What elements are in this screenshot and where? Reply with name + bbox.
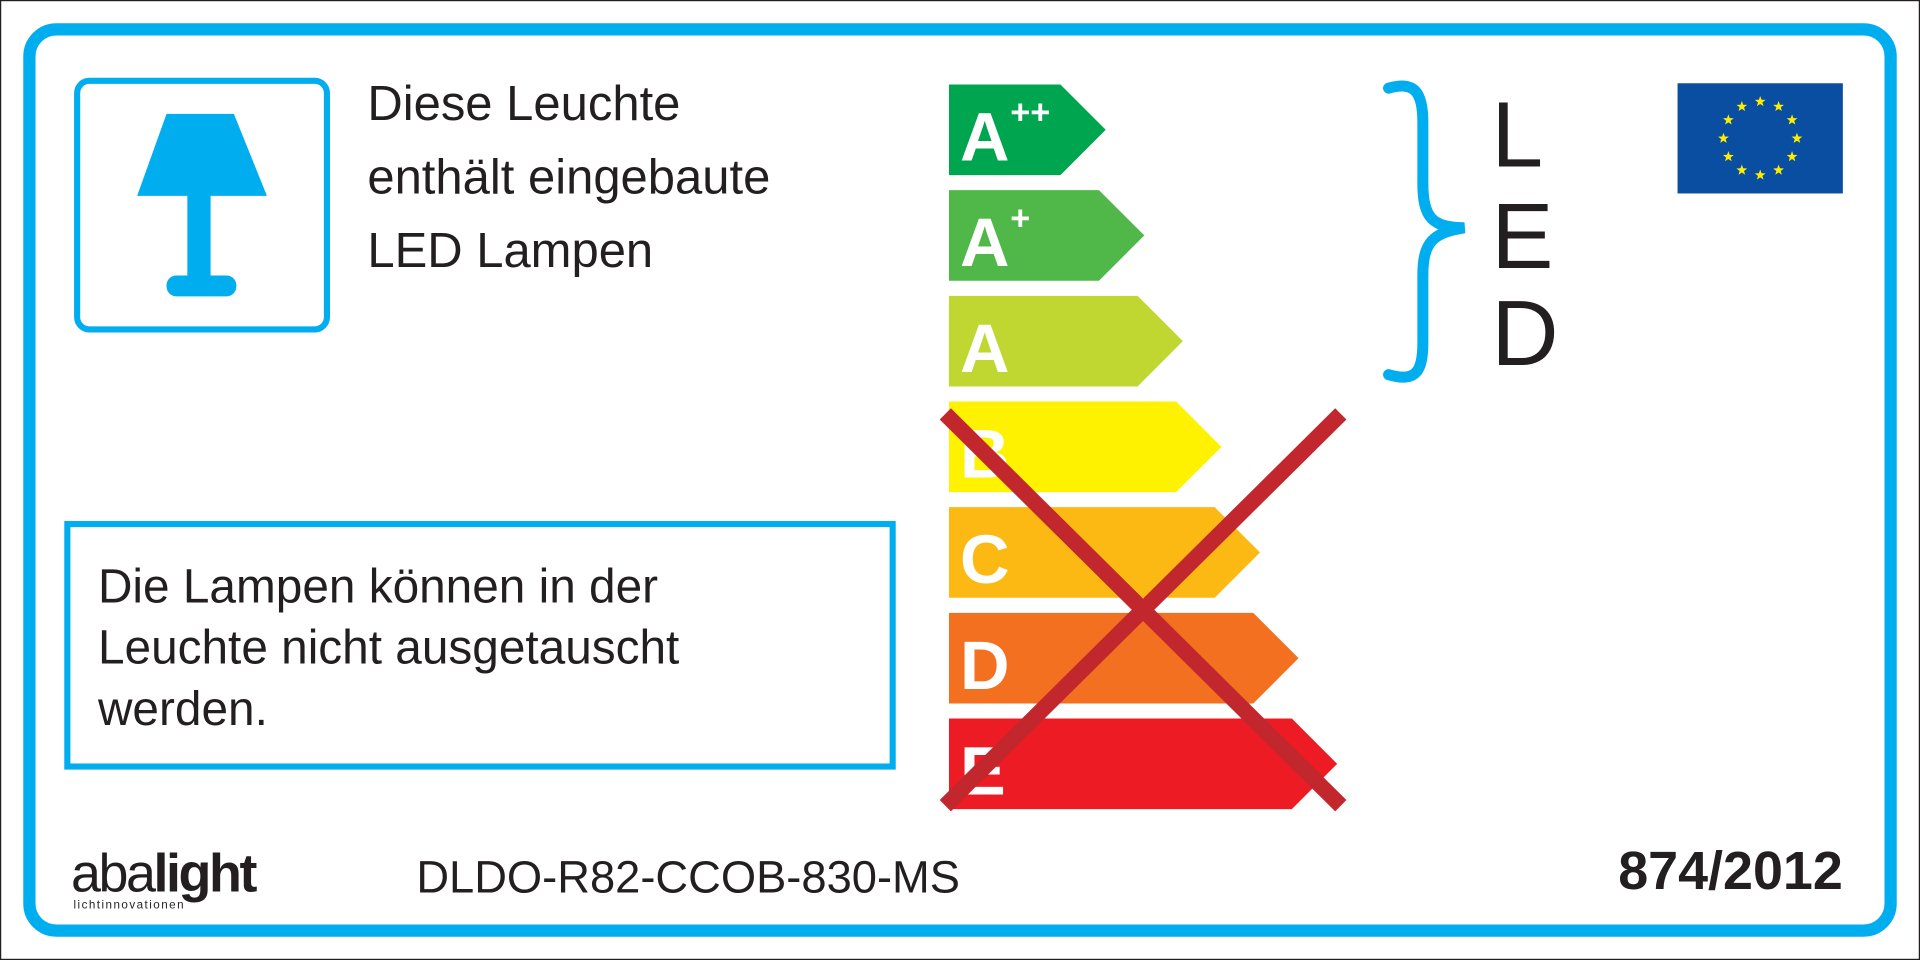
energy-class-e: E: [948, 718, 1338, 810]
led-text: L E D: [1491, 83, 1579, 385]
star-icon: [1736, 100, 1748, 112]
brand-logo: abalight lichtinnovationen: [71, 843, 260, 912]
energy-class-a: A: [948, 295, 1183, 387]
energy-class-aplus: A +: [948, 190, 1145, 281]
class-letter: C: [960, 521, 1010, 598]
intro-text: Diese Leuchte enthält eingebaute LED Lam…: [367, 77, 784, 278]
energy-class-c: C: [948, 507, 1260, 598]
energy-class-b: B: [948, 401, 1222, 493]
table-lamp-icon: [74, 77, 330, 333]
class-superscript: ++: [1010, 94, 1050, 132]
star-icon: [1791, 132, 1803, 143]
star-icon: [1722, 114, 1734, 125]
eu-flag-icon: [1677, 83, 1843, 194]
class-arrow: [948, 190, 1145, 281]
cross-mark: [939, 408, 1347, 812]
regulation-number: 874/2012: [1618, 841, 1843, 901]
svg-text:lichtinnovationen: lichtinnovationen: [73, 899, 185, 912]
class-superscript: +: [1010, 199, 1030, 237]
star-icon: [1773, 100, 1784, 112]
class-letter: D: [960, 627, 1010, 704]
class-arrow: [948, 295, 1183, 387]
star-icon: [1786, 151, 1798, 162]
class-arrow: [948, 84, 1106, 176]
star-icon: [1718, 132, 1729, 143]
svg-text:abalight: abalight: [71, 843, 257, 903]
star-icon: [1754, 169, 1766, 180]
notice-box: [64, 521, 896, 770]
class-letter: A: [960, 310, 1010, 387]
star-icon: [1736, 164, 1748, 175]
star-icon: [1754, 96, 1766, 107]
label-border: [23, 23, 1897, 937]
star-icon: [1786, 114, 1798, 125]
brace-icon: [1383, 80, 1466, 383]
class-letter: A: [960, 204, 1010, 281]
notice-text: Die Lampen können in der Leuchte nicht a…: [97, 560, 693, 735]
star-icon: [1773, 164, 1784, 175]
star-icon: [1722, 151, 1734, 162]
class-letter: A: [960, 98, 1010, 175]
class-arrow: [948, 401, 1222, 493]
class-arrow: [948, 718, 1338, 810]
energy-class-aplusplus: A ++: [948, 84, 1106, 176]
model-number: DLDO-R82-CCOB-830-MS: [416, 852, 960, 903]
